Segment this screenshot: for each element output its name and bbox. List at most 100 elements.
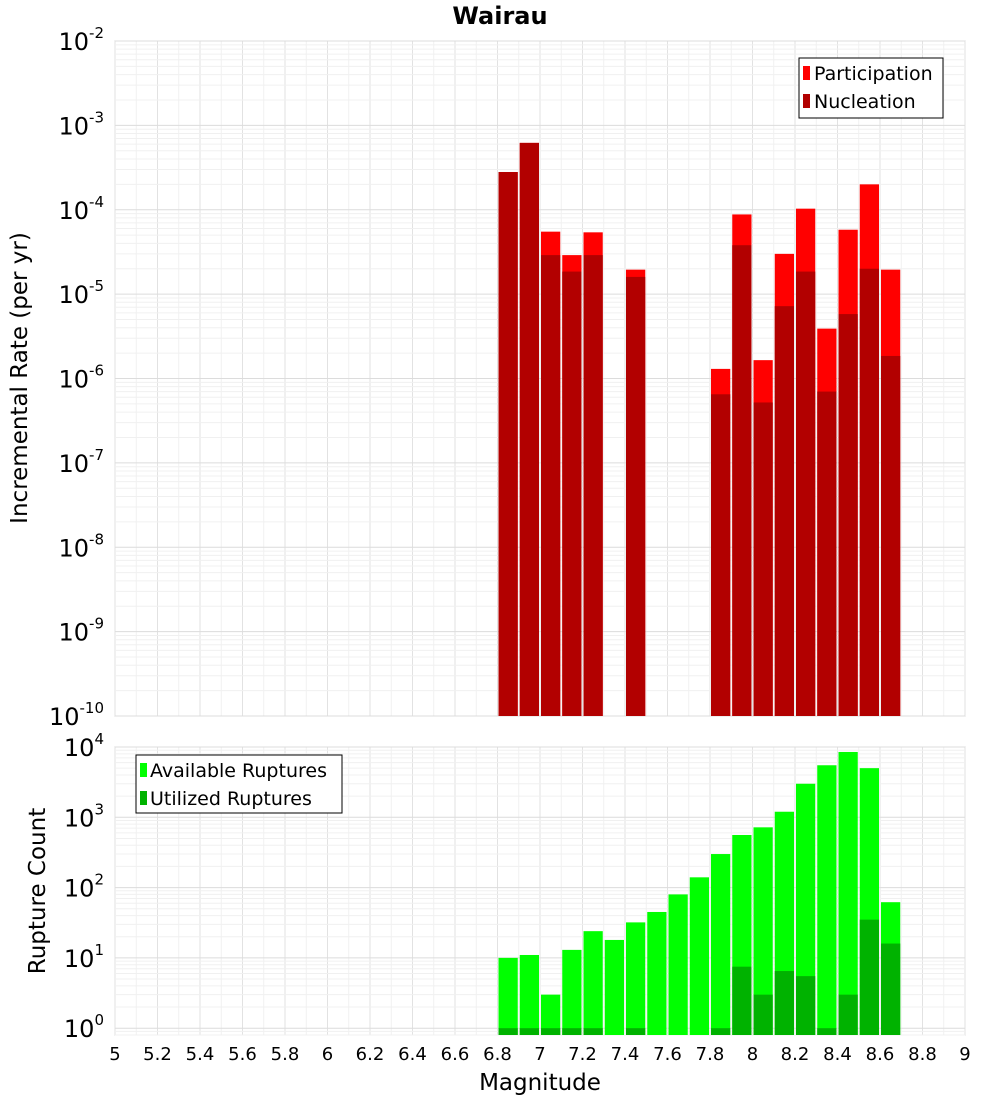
x-ticks: 5 5.2 5.4 5.6 5.8 6 6.2 6.4 6.6 6.8 7 7.2 7.4 7.6 7.8 8… <box>109 1044 970 1065</box>
bar-utilized-ruptures <box>732 966 752 1035</box>
y-tick-label: 101 <box>64 941 104 973</box>
bottom-bars <box>498 751 901 1035</box>
top-y-axis-label: Incremental Rate (per yr) <box>7 232 33 524</box>
y-tick-label: 10-10 <box>49 699 104 731</box>
bar-utilized-ruptures <box>519 1028 539 1035</box>
top-panel: 10-10 10-9 10-8 10-7 10-6 10-5 10-4 10-3 10-2 In… <box>7 24 966 731</box>
bar-nucleation <box>562 271 582 716</box>
bottom-panel: 100 101 102 103 104 5 5.2 5.4 5.6 5.8 6 6.2 6.4 6.6 6… <box>25 730 971 1096</box>
y-tick-label: 10-7 <box>58 446 104 478</box>
bar-nucleation <box>838 314 858 716</box>
x-tick-label: 8 <box>747 1044 758 1065</box>
bar-available-ruptures <box>753 827 773 1035</box>
x-tick-label: 5.6 <box>228 1044 257 1065</box>
top-bars <box>498 142 901 717</box>
bar-nucleation <box>519 142 539 716</box>
y-tick-label: 10-9 <box>58 615 104 647</box>
x-tick-label: 6.8 <box>483 1044 512 1065</box>
x-tick-label: 8.8 <box>908 1044 937 1065</box>
bar-available-ruptures <box>583 931 603 1035</box>
bottom-y-axis-label: Rupture Count <box>25 808 51 974</box>
top-legend-box <box>798 57 944 119</box>
x-tick-label: 5 <box>109 1044 120 1065</box>
x-axis-label: Magnitude <box>479 1070 601 1096</box>
bar-available-ruptures <box>647 911 667 1035</box>
bar-available-ruptures <box>711 854 731 1035</box>
legend-label-nucleation: Nucleation <box>814 91 916 113</box>
bottom-y-ticks: 100 101 102 103 104 <box>64 730 104 1043</box>
legend-label-participation: Participation <box>814 63 933 85</box>
bar-nucleation <box>732 245 752 717</box>
x-tick-label: 6.2 <box>356 1044 385 1065</box>
bar-available-ruptures <box>626 922 646 1035</box>
bar-utilized-ruptures <box>796 976 816 1035</box>
bar-utilized-ruptures <box>817 1028 837 1035</box>
x-tick-label: 6 <box>322 1044 333 1065</box>
legend-swatch-available-ruptures <box>140 763 147 777</box>
bar-nucleation <box>753 402 773 716</box>
bar-nucleation <box>498 172 518 716</box>
bar-nucleation <box>796 271 816 716</box>
x-tick-label: 8.6 <box>866 1044 895 1065</box>
chart-title: Wairau <box>452 2 547 30</box>
bar-nucleation <box>881 355 901 716</box>
bar-available-ruptures <box>498 957 518 1035</box>
y-tick-label: 100 <box>64 1011 104 1043</box>
bar-utilized-ruptures <box>711 1028 731 1035</box>
bottom-legend-box <box>135 754 343 814</box>
bar-utilized-ruptures <box>838 994 858 1035</box>
legend-swatch-utilized-ruptures <box>140 791 147 805</box>
bar-available-ruptures <box>519 954 539 1035</box>
y-tick-label: 10-2 <box>58 24 104 56</box>
y-tick-label: 10-4 <box>58 193 104 225</box>
bar-available-ruptures <box>689 877 709 1035</box>
y-tick-label: 10-8 <box>58 530 104 562</box>
top-y-ticks: 10-10 10-9 10-8 10-7 10-6 10-5 10-4 10-3 10-2 <box>49 24 104 731</box>
bar-utilized-ruptures <box>583 1028 603 1035</box>
bar-utilized-ruptures <box>774 971 794 1035</box>
x-tick-label: 5.4 <box>186 1044 215 1065</box>
legend-swatch-participation <box>803 66 810 80</box>
x-tick-label: 7.4 <box>611 1044 640 1065</box>
x-tick-label: 8.4 <box>823 1044 852 1065</box>
bar-nucleation <box>774 306 794 716</box>
bar-available-ruptures <box>562 949 582 1035</box>
bar-utilized-ruptures <box>498 1028 518 1035</box>
bar-nucleation <box>859 268 879 716</box>
bar-available-ruptures <box>604 939 624 1035</box>
y-tick-label: 10-3 <box>58 108 104 140</box>
x-tick-label: 7.8 <box>696 1044 725 1065</box>
legend-swatch-nucleation <box>803 94 810 108</box>
bar-available-ruptures <box>838 751 858 1035</box>
y-tick-label: 10-5 <box>58 277 104 309</box>
bar-utilized-ruptures <box>626 1028 646 1035</box>
top-legend: Participation Nucleation <box>798 57 944 119</box>
legend-label-utilized-ruptures: Utilized Ruptures <box>150 788 312 810</box>
x-tick-label: 5.2 <box>143 1044 172 1065</box>
x-tick-label: 7.6 <box>653 1044 682 1065</box>
x-tick-label: 9 <box>959 1044 970 1065</box>
bar-available-ruptures <box>541 994 561 1035</box>
bar-nucleation <box>711 394 731 716</box>
y-tick-label: 104 <box>64 730 104 762</box>
bar-nucleation <box>626 276 646 716</box>
bar-utilized-ruptures <box>753 994 773 1035</box>
x-tick-label: 7.2 <box>568 1044 597 1065</box>
x-tick-label: 7 <box>534 1044 545 1065</box>
bar-nucleation <box>541 255 561 716</box>
x-tick-label: 5.8 <box>271 1044 300 1065</box>
x-tick-label: 6.4 <box>398 1044 427 1065</box>
y-tick-label: 10-6 <box>58 362 104 394</box>
bar-utilized-ruptures <box>541 1028 561 1035</box>
top-grid <box>114 40 966 717</box>
bottom-legend: Available Ruptures Utilized Ruptures <box>135 754 343 814</box>
x-tick-label: 8.2 <box>781 1044 810 1065</box>
bar-available-ruptures <box>796 783 816 1035</box>
x-tick-label: 6.6 <box>441 1044 470 1065</box>
y-tick-label: 102 <box>64 871 104 903</box>
bar-available-ruptures <box>668 894 688 1035</box>
bar-utilized-ruptures <box>859 919 879 1035</box>
legend-label-available-ruptures: Available Ruptures <box>150 760 327 782</box>
bar-nucleation <box>817 391 837 716</box>
